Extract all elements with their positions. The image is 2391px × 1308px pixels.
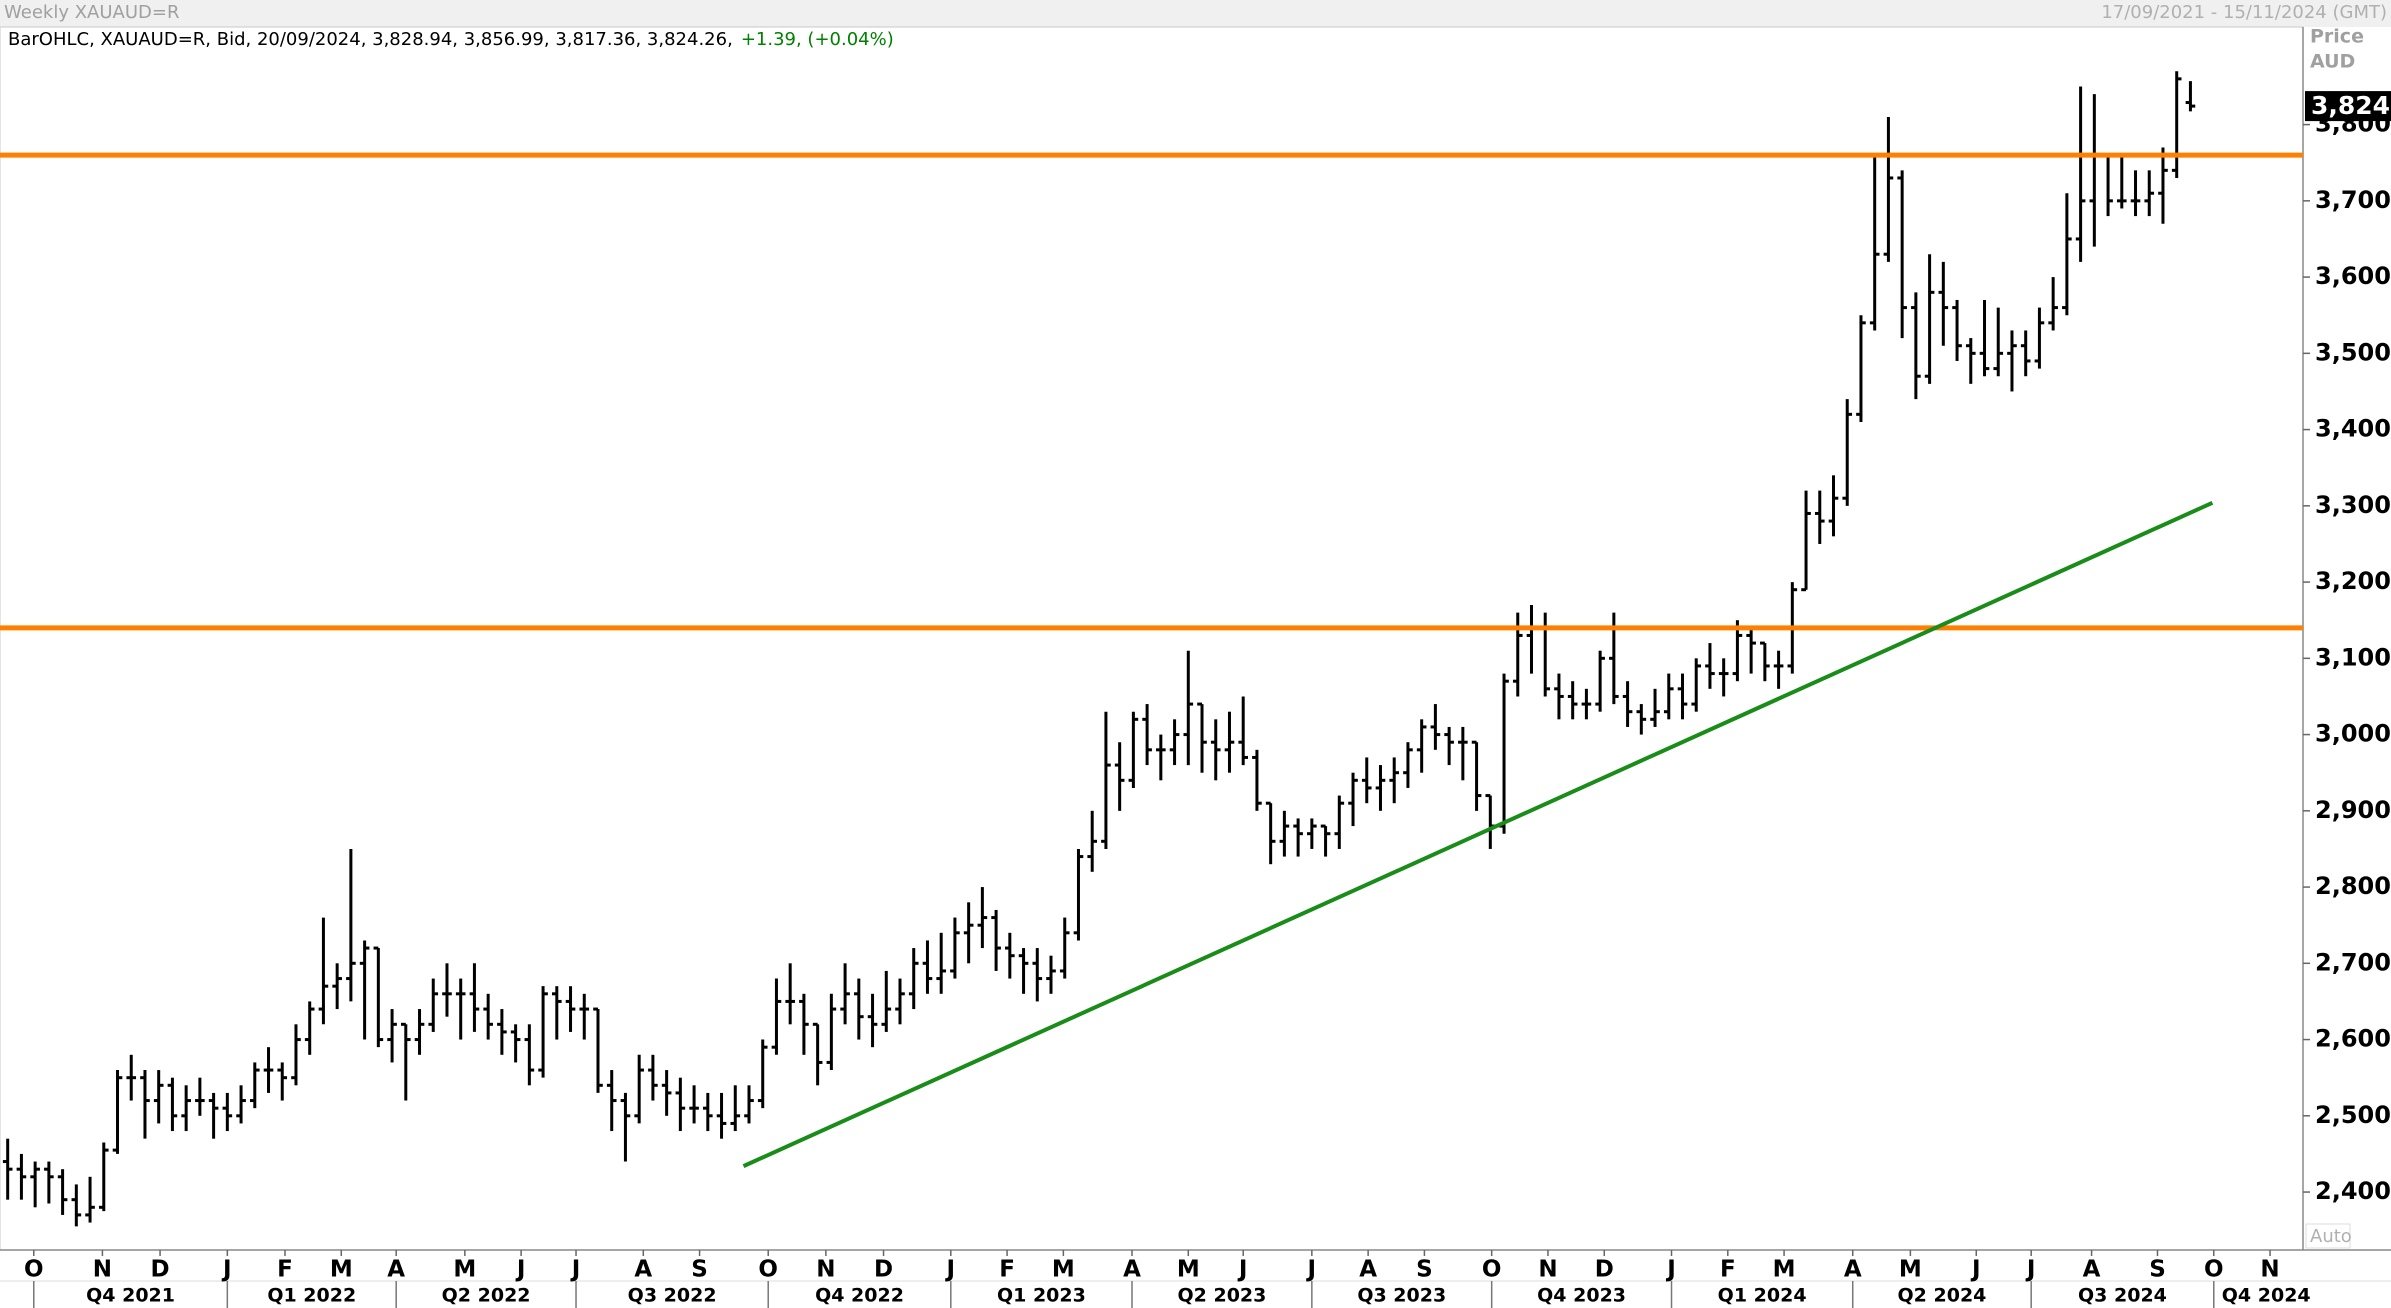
y-tick-label: 3,700	[2315, 186, 2391, 214]
y-axis-currency: AUD	[2310, 51, 2355, 73]
x-tick-label: J	[221, 1257, 232, 1283]
x-tick-label: D	[151, 1257, 170, 1283]
x-tick-label: N	[2260, 1257, 2279, 1283]
y-axis-area	[2303, 27, 2391, 1250]
x-tick-label: M	[453, 1257, 476, 1283]
quarter-label: Q3 2022	[628, 1285, 717, 1307]
scale-mode[interactable]: Auto	[2310, 1226, 2352, 1247]
y-tick-label: 2,900	[2315, 796, 2391, 824]
header-strip	[0, 0, 2391, 27]
legend: BarOHLC, XAUAUD=R, Bid, 20/09/2024, 3,82…	[8, 29, 894, 50]
x-tick-label: M	[1052, 1257, 1075, 1283]
date-range: 17/09/2021 - 15/11/2024 (GMT)	[2101, 2, 2387, 23]
y-tick-label: 3,000	[2315, 720, 2391, 748]
last-price-label: 3,824.	[2311, 91, 2391, 120]
x-tick-label: J	[945, 1257, 956, 1283]
x-tick-label: O	[758, 1257, 778, 1283]
trendline	[742, 500, 2214, 1168]
quarter-label: Q2 2023	[1177, 1285, 1266, 1307]
quarter-label: Q4 2024	[2222, 1285, 2311, 1307]
y-axis-title: Price	[2310, 26, 2364, 48]
x-tick-label: J	[515, 1257, 526, 1283]
x-tick-label: J	[1237, 1257, 1248, 1283]
quarter-label: Q2 2022	[442, 1285, 531, 1307]
x-tick-label: O	[2204, 1257, 2224, 1283]
x-tick-label: N	[1538, 1257, 1557, 1283]
x-tick-label: A	[387, 1257, 405, 1283]
plot-layer	[0, 71, 2303, 1227]
x-tick-label: J	[1665, 1257, 1676, 1283]
x-tick-label: A	[634, 1257, 652, 1283]
y-tick-label: 3,300	[2315, 491, 2391, 519]
x-tick-label: A	[2083, 1257, 2101, 1283]
last-price-tag	[2305, 91, 2391, 122]
x-tick-label: J	[570, 1257, 581, 1283]
y-tick-label: 3,200	[2315, 567, 2391, 595]
chart-title: Weekly XAUAUD=R	[4, 2, 179, 23]
quarter-label: Q4 2022	[815, 1285, 904, 1307]
quarter-label: Q1 2024	[1718, 1285, 1807, 1307]
x-tick-label: A	[1844, 1257, 1862, 1283]
y-tick-label: 2,400	[2315, 1177, 2391, 1205]
y-tick-label: 3,100	[2315, 643, 2391, 671]
x-tick-label: A	[1123, 1257, 1141, 1283]
x-tick-label: S	[1416, 1257, 1433, 1283]
x-tick-label: D	[1595, 1257, 1614, 1283]
plot-area	[0, 26, 2304, 1251]
x-tick-label: J	[1306, 1257, 1317, 1283]
x-tick-label: F	[1720, 1257, 1736, 1283]
x-tick-label: O	[24, 1257, 44, 1283]
quarter-label: Q2 2024	[1898, 1285, 1987, 1307]
quarter-label: Q1 2023	[997, 1285, 1086, 1307]
x-tick-label: N	[816, 1257, 835, 1283]
legend-text: BarOHLC, XAUAUD=R, Bid, 20/09/2024, 3,82…	[8, 29, 733, 50]
x-tick-label: F	[277, 1257, 293, 1283]
x-tick-label: S	[691, 1257, 708, 1283]
x-tick-label: D	[874, 1257, 893, 1283]
x-tick-label: O	[1482, 1257, 1502, 1283]
x-tick-label: M	[1899, 1257, 1922, 1283]
y-tick-label: 3,600	[2315, 262, 2391, 290]
y-tick-label: 2,800	[2315, 872, 2391, 900]
x-tick-label: A	[1359, 1257, 1377, 1283]
x-tick-label: M	[1773, 1257, 1796, 1283]
quarter-label: Q3 2024	[2078, 1285, 2167, 1307]
x-tick-label: N	[93, 1257, 112, 1283]
y-tick-label: 2,600	[2315, 1025, 2391, 1053]
y-tick-label: 3,400	[2315, 415, 2391, 443]
legend-change: +1.39, (+0.04%)	[741, 29, 894, 50]
x-tick-label: S	[2149, 1257, 2166, 1283]
x-tick-label: J	[2025, 1257, 2036, 1283]
quarter-label: Q1 2022	[267, 1285, 356, 1307]
quarter-label: Q4 2023	[1537, 1285, 1626, 1307]
x-tick-label: M	[1177, 1257, 1200, 1283]
x-tick-label: M	[330, 1257, 353, 1283]
y-tick-label: 2,700	[2315, 948, 2391, 976]
y-tick-label: 2,500	[2315, 1101, 2391, 1129]
x-tick-label: J	[1970, 1257, 1981, 1283]
scale-mode-box[interactable]	[2305, 1223, 2351, 1249]
quarter-label: Q3 2023	[1357, 1285, 1446, 1307]
x-tick-label: F	[999, 1257, 1015, 1283]
y-tick-label: 3,500	[2315, 338, 2391, 366]
quarter-label: Q4 2021	[86, 1285, 175, 1307]
